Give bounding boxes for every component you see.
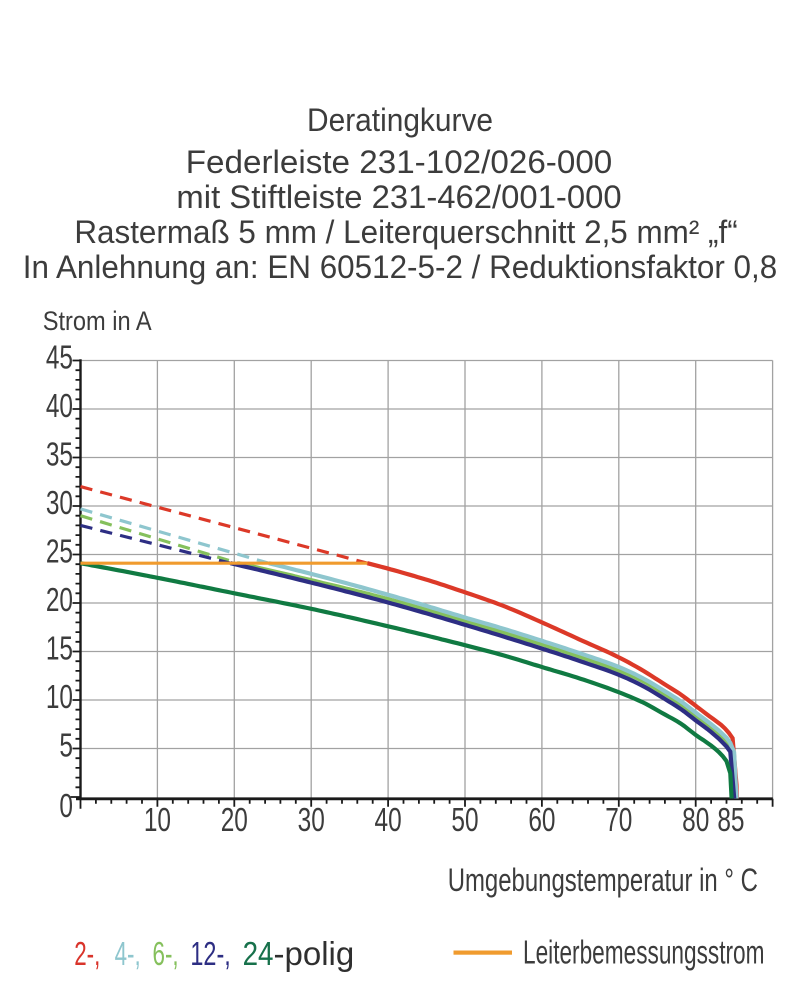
svg-text:50: 50 — [451, 803, 478, 839]
svg-text:30: 30 — [298, 803, 325, 839]
svg-text:Leiterbemessungsstrom: Leiterbemessungsstrom — [523, 933, 764, 970]
svg-text:-polig: -polig — [274, 935, 355, 972]
svg-text:12-,: 12-, — [190, 936, 230, 973]
svg-text:Deratingkurve: Deratingkurve — [307, 102, 493, 138]
svg-text:15: 15 — [46, 631, 73, 667]
svg-text:20: 20 — [46, 583, 73, 619]
svg-text:40: 40 — [46, 389, 73, 425]
svg-text:60: 60 — [528, 803, 555, 839]
svg-text:10: 10 — [144, 803, 171, 839]
svg-text:5: 5 — [59, 728, 73, 764]
svg-text:20: 20 — [221, 803, 248, 839]
svg-text:mit Stiftleiste 231-462/001-00: mit Stiftleiste 231-462/001-000 — [176, 179, 621, 215]
svg-text:0: 0 — [59, 789, 73, 825]
svg-text:6-,: 6-, — [153, 935, 179, 972]
svg-text:80: 80 — [682, 803, 709, 839]
svg-text:Federleiste 231-102/026-000: Federleiste 231-102/026-000 — [186, 144, 613, 180]
svg-text:25: 25 — [46, 534, 73, 570]
svg-text:10: 10 — [46, 680, 73, 716]
svg-text:45: 45 — [46, 340, 73, 376]
svg-text:Rastermaß 5 mm / Leiterquersch: Rastermaß 5 mm / Leiterquerschnitt 2,5 m… — [74, 214, 737, 250]
svg-text:70: 70 — [605, 803, 632, 839]
svg-text:In Anlehnung an: EN 60512-5-2: In Anlehnung an: EN 60512-5-2 / Reduktio… — [23, 249, 777, 285]
svg-text:40: 40 — [375, 803, 402, 839]
svg-text:30: 30 — [46, 486, 73, 522]
svg-text:85: 85 — [717, 803, 744, 839]
svg-text:24: 24 — [243, 936, 274, 973]
svg-text:Umgebungstemperatur in ° C: Umgebungstemperatur in ° C — [448, 862, 758, 898]
svg-text:35: 35 — [46, 437, 73, 473]
svg-text:2-,: 2-, — [74, 935, 100, 972]
svg-text:4-,: 4-, — [115, 935, 141, 972]
svg-text:Strom in A: Strom in A — [43, 307, 152, 337]
